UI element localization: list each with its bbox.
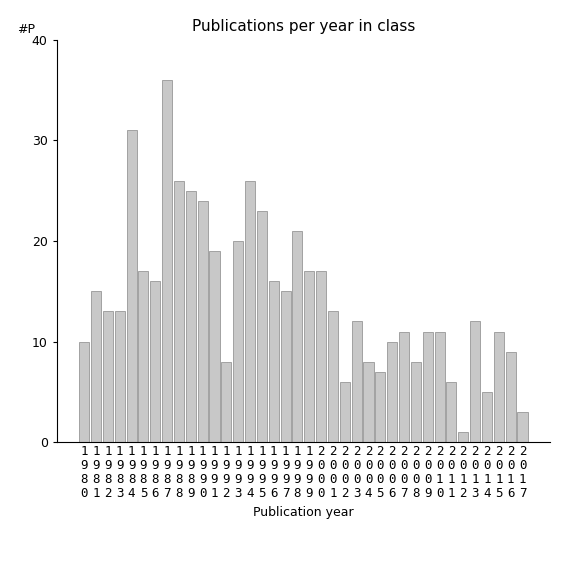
Bar xyxy=(269,281,279,442)
Bar xyxy=(304,271,314,442)
Bar xyxy=(328,311,338,442)
Bar xyxy=(293,231,302,442)
Bar xyxy=(434,332,445,442)
Bar xyxy=(221,362,231,442)
Bar xyxy=(482,392,492,442)
Bar xyxy=(209,251,219,442)
Bar xyxy=(506,352,516,442)
Bar xyxy=(150,281,160,442)
Bar xyxy=(91,291,101,442)
Bar xyxy=(470,321,480,442)
Bar xyxy=(458,432,468,442)
Bar xyxy=(399,332,409,442)
Bar xyxy=(281,291,291,442)
Bar xyxy=(340,382,350,442)
Bar xyxy=(387,341,397,442)
Bar xyxy=(186,191,196,442)
Bar xyxy=(375,372,386,442)
Bar xyxy=(79,341,89,442)
Bar xyxy=(257,211,267,442)
X-axis label: Publication year: Publication year xyxy=(253,506,354,519)
Title: Publications per year in class: Publications per year in class xyxy=(192,19,415,35)
Bar xyxy=(233,241,243,442)
Bar xyxy=(423,332,433,442)
Bar xyxy=(245,180,255,442)
Bar xyxy=(316,271,326,442)
Bar xyxy=(115,311,125,442)
Bar xyxy=(411,362,421,442)
Bar xyxy=(352,321,362,442)
Bar xyxy=(494,332,504,442)
Bar xyxy=(138,271,149,442)
Bar xyxy=(174,180,184,442)
Bar xyxy=(126,130,137,442)
Bar xyxy=(198,201,208,442)
Bar xyxy=(518,412,527,442)
Bar xyxy=(162,80,172,442)
Text: #P: #P xyxy=(17,23,35,36)
Bar xyxy=(103,311,113,442)
Bar xyxy=(446,382,456,442)
Bar xyxy=(363,362,374,442)
